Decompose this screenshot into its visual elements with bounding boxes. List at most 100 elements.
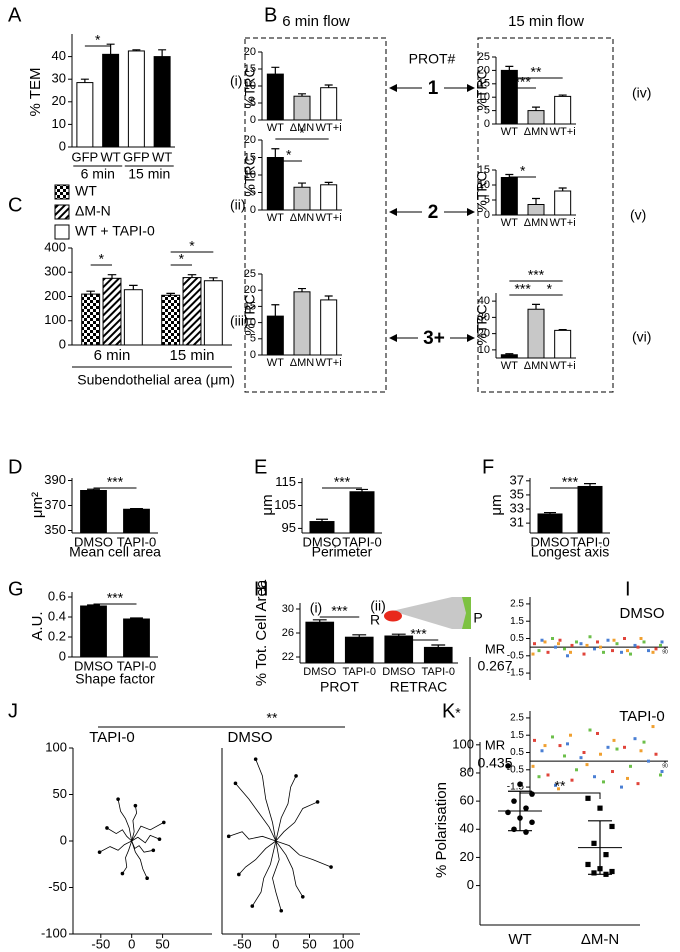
point	[563, 647, 566, 651]
x-tick-label: WT+i	[550, 217, 576, 229]
point	[531, 652, 535, 656]
point	[596, 640, 599, 644]
x-tick-label: WT	[101, 149, 121, 164]
bar	[554, 329, 572, 359]
x-tick-label: TAPI-0	[422, 666, 455, 678]
panel-label: H	[254, 578, 268, 600]
legend-swatch	[54, 204, 70, 220]
y-axis-label: μm	[488, 494, 505, 515]
point	[602, 650, 605, 654]
point	[633, 737, 637, 741]
y-tick-label: 0	[484, 118, 490, 130]
point	[620, 650, 623, 654]
track-end	[116, 797, 120, 801]
y-tick-label: 10	[478, 179, 490, 191]
point	[596, 731, 599, 735]
point	[585, 643, 589, 647]
y-tick-label: 15	[244, 63, 256, 75]
point	[642, 740, 646, 744]
point	[636, 782, 640, 786]
point	[569, 650, 572, 654]
bar	[266, 315, 284, 356]
error-bar	[271, 66, 280, 75]
x-tick-label: GFP	[72, 149, 99, 164]
y-axis-label: % TEM	[27, 68, 44, 117]
y-tick-label: 15	[478, 164, 490, 176]
point	[569, 733, 572, 737]
track-end	[315, 800, 320, 804]
track	[275, 840, 332, 868]
point	[651, 725, 655, 729]
bar	[349, 491, 375, 534]
bar	[500, 354, 518, 359]
y-tick-label: 0	[484, 209, 490, 221]
y-tick-label: 100	[45, 739, 67, 754]
x-tick-label: TAPI-0	[343, 666, 376, 678]
legend-label: ΔM-N	[75, 203, 111, 219]
y-tick-label: 0.5	[510, 633, 524, 644]
x-tick-label: ΔMN	[290, 212, 315, 224]
y-axis-label: % Tot. Cell Area	[253, 579, 270, 686]
y-axis-label: % Polarisation	[433, 782, 450, 878]
x-axis-label: Subendothelial area (μm)	[77, 372, 235, 388]
bar	[320, 184, 338, 211]
significance-label: *	[179, 251, 185, 267]
error-bar	[505, 65, 514, 71]
x-tick-label: ΔMN	[290, 357, 315, 369]
point	[629, 652, 632, 656]
point	[639, 749, 643, 753]
significance-label: ***	[528, 267, 545, 283]
y-tick-label: 0.4	[48, 608, 66, 623]
point	[566, 742, 569, 746]
mr-value: 0.267	[477, 658, 512, 674]
error-bar	[505, 353, 514, 355]
column-title: 15 min flow	[508, 13, 584, 30]
y-tick-label: 200	[44, 288, 66, 303]
track	[122, 840, 133, 874]
x-tick-label: 50	[155, 936, 169, 951]
panel-label: B	[264, 4, 277, 26]
bar	[80, 605, 107, 658]
point	[585, 795, 591, 801]
point	[615, 642, 619, 646]
x-tick-label: 6 min	[94, 347, 131, 364]
track-end	[279, 908, 284, 913]
point	[570, 778, 574, 782]
point	[599, 645, 602, 649]
label-bg	[418, 326, 450, 350]
error-bar	[87, 604, 100, 606]
point	[570, 643, 574, 647]
point	[531, 764, 535, 768]
panel-label: F	[482, 456, 494, 478]
track-end	[300, 895, 305, 899]
y-tick-label: 10	[244, 80, 256, 92]
bar	[344, 636, 374, 664]
error-bar	[298, 182, 306, 188]
x-axis-label: Mean cell area	[69, 544, 161, 560]
bar	[123, 618, 150, 658]
point	[629, 764, 632, 768]
significance-bracket	[519, 792, 601, 799]
x-tick-label: WT	[501, 126, 518, 138]
error-bar	[87, 488, 100, 491]
point	[533, 642, 536, 646]
point	[551, 735, 554, 739]
point	[505, 809, 511, 816]
track	[106, 827, 132, 842]
point	[529, 819, 535, 826]
point	[602, 780, 605, 784]
y-tick-label: 0	[59, 138, 66, 153]
column-title: 6 min flow	[282, 13, 350, 30]
bar	[127, 50, 145, 148]
bar	[161, 294, 181, 346]
x-tick-label: WT+i	[550, 126, 576, 138]
panel-label: J	[8, 700, 18, 722]
point	[575, 640, 578, 644]
point	[511, 798, 517, 804]
point	[593, 647, 596, 651]
x-tick-label: ΔM-N	[581, 931, 619, 948]
x-tick-label: WT	[267, 212, 284, 224]
track	[131, 822, 165, 842]
x-tick-label: WT	[501, 360, 518, 372]
point	[623, 637, 626, 640]
